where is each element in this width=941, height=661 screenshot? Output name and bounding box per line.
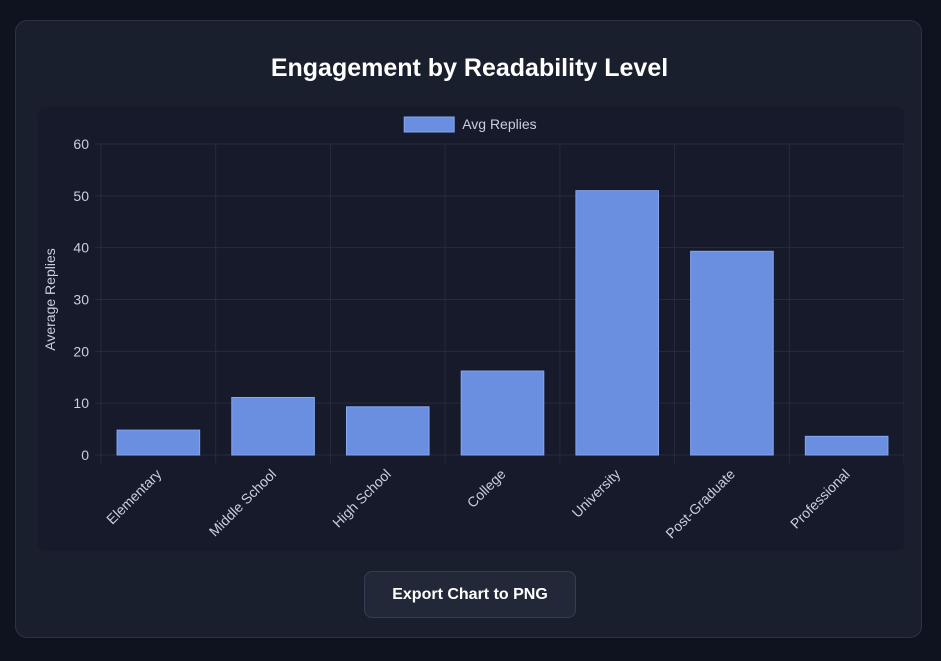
- legend-swatch: [403, 116, 455, 133]
- y-tick-label: 60: [73, 136, 89, 152]
- bar-college: [460, 370, 545, 456]
- chart-card: Engagement by Readability Level 0 10 20 30 4…: [15, 20, 922, 638]
- y-axis-title: Average Replies: [42, 248, 58, 350]
- y-tick-label: 30: [73, 292, 89, 308]
- x-tick-label: College: [464, 466, 509, 511]
- y-tick-label: 40: [73, 240, 89, 256]
- y-tick-label: 20: [73, 343, 89, 359]
- x-tick-label: Professional: [787, 466, 853, 532]
- bar-post-graduate: [690, 250, 774, 456]
- x-tick-label: Post-Graduate: [662, 466, 738, 542]
- x-tick-label: High School: [329, 466, 394, 531]
- x-tick-label: Elementary: [103, 466, 164, 527]
- x-tick-label: University: [569, 466, 624, 521]
- y-tick-label: 50: [73, 188, 89, 204]
- bar-chart: 0 10 20 30 40 50 60 Average Replies Elementary Mi…: [42, 116, 904, 542]
- bar-university: [575, 190, 660, 456]
- bar-high-school: [345, 406, 430, 456]
- bar-middle-school: [231, 396, 315, 456]
- chart-panel: 0 10 20 30 40 50 60 Average Replies Elementary Mi…: [38, 107, 904, 551]
- legend-label: Avg Replies: [462, 116, 536, 132]
- chart-title: Engagement by Readability Level: [270, 54, 669, 82]
- y-tick-label: 0: [81, 447, 89, 463]
- export-png-button[interactable]: Export Chart to PNG: [364, 571, 576, 618]
- bar-elementary: [116, 429, 201, 456]
- x-tick-label: Middle School: [206, 466, 279, 539]
- y-tick-label: 10: [73, 395, 89, 411]
- bar-professional: [804, 435, 889, 456]
